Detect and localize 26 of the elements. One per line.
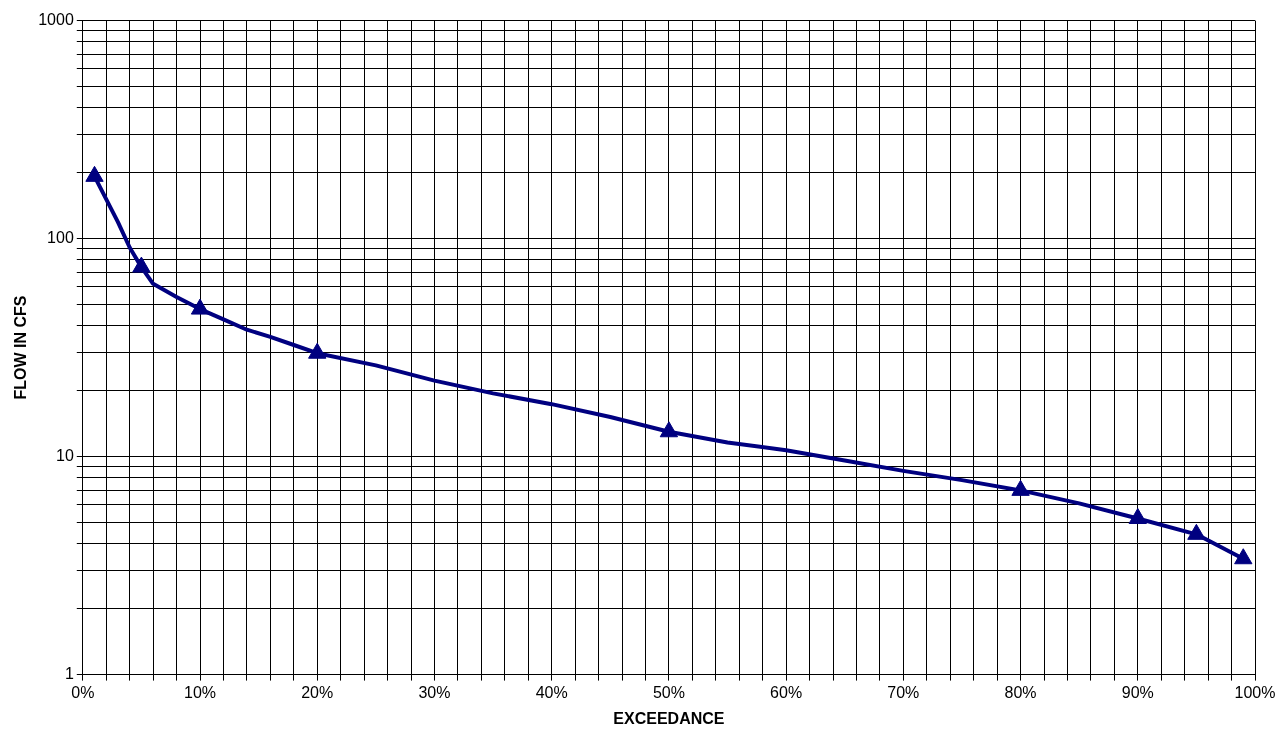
x-tick-label: 20% — [301, 683, 334, 701]
point — [132, 256, 151, 273]
point — [85, 165, 104, 182]
x-tick-label: 70% — [887, 683, 920, 701]
x-axis-title: EXCEEDANCE — [613, 709, 725, 727]
x-tick-label: 50% — [652, 683, 685, 701]
y-tick-label: 1 — [64, 665, 74, 683]
y-tick-label: 100 — [47, 229, 74, 247]
x-tick-label: 30% — [418, 683, 451, 701]
point — [1011, 479, 1030, 496]
y-axis-title: FLOW IN CFS — [12, 295, 30, 400]
point — [190, 298, 210, 315]
point — [659, 421, 679, 438]
y-tick-label: 1000 — [38, 11, 74, 29]
x-tick-label: 10% — [184, 683, 217, 701]
point — [308, 342, 327, 359]
y-tick-label: 10 — [56, 447, 74, 465]
x-tick-label: 90% — [1121, 683, 1154, 701]
x-tick-label: 0% — [71, 683, 95, 701]
x-tick-label: 40% — [535, 683, 568, 701]
x-tick-label: 100% — [1234, 683, 1276, 701]
point — [1128, 508, 1147, 525]
x-tick-label: 80% — [1004, 683, 1037, 701]
x-tick-label: 60% — [770, 683, 803, 701]
point — [1234, 548, 1253, 565]
point — [1187, 523, 1206, 540]
